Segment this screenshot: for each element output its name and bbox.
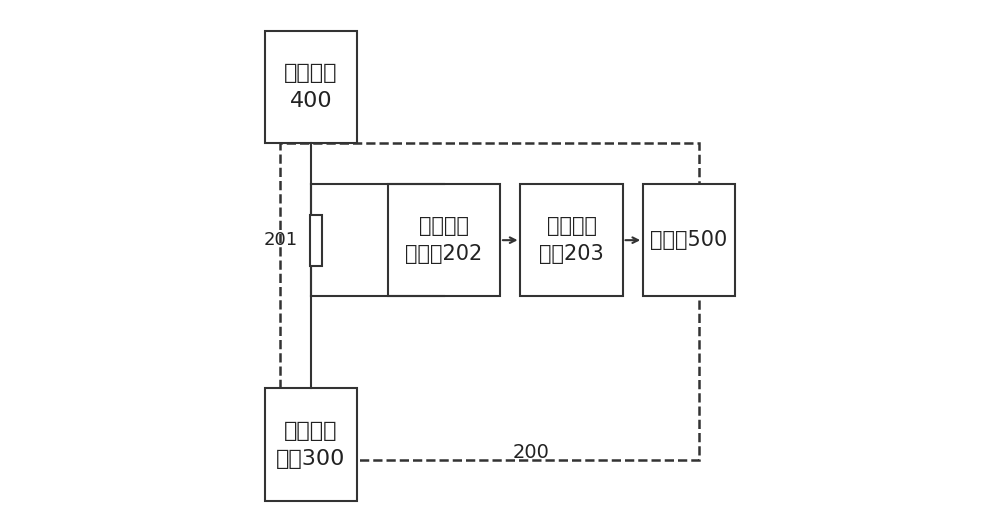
Bar xyxy=(280,143,699,460)
Text: 201: 201 xyxy=(263,231,297,249)
Text: 接地防护: 接地防护 xyxy=(284,421,338,440)
Bar xyxy=(265,388,357,501)
Text: 单元300: 单元300 xyxy=(276,449,346,469)
Bar xyxy=(520,184,623,296)
Text: 防雷单元: 防雷单元 xyxy=(284,63,338,83)
Text: 模块203: 模块203 xyxy=(539,244,604,264)
Text: 高电压隔: 高电压隔 xyxy=(419,216,469,236)
Text: 离前端202: 离前端202 xyxy=(405,244,482,264)
Bar xyxy=(643,184,735,296)
Text: 计算机500: 计算机500 xyxy=(650,230,728,250)
Text: 400: 400 xyxy=(290,91,332,111)
Bar xyxy=(265,31,357,143)
Text: 200: 200 xyxy=(512,443,549,462)
Bar xyxy=(310,215,322,266)
Bar xyxy=(388,184,500,296)
Text: 数据接收: 数据接收 xyxy=(547,216,597,236)
